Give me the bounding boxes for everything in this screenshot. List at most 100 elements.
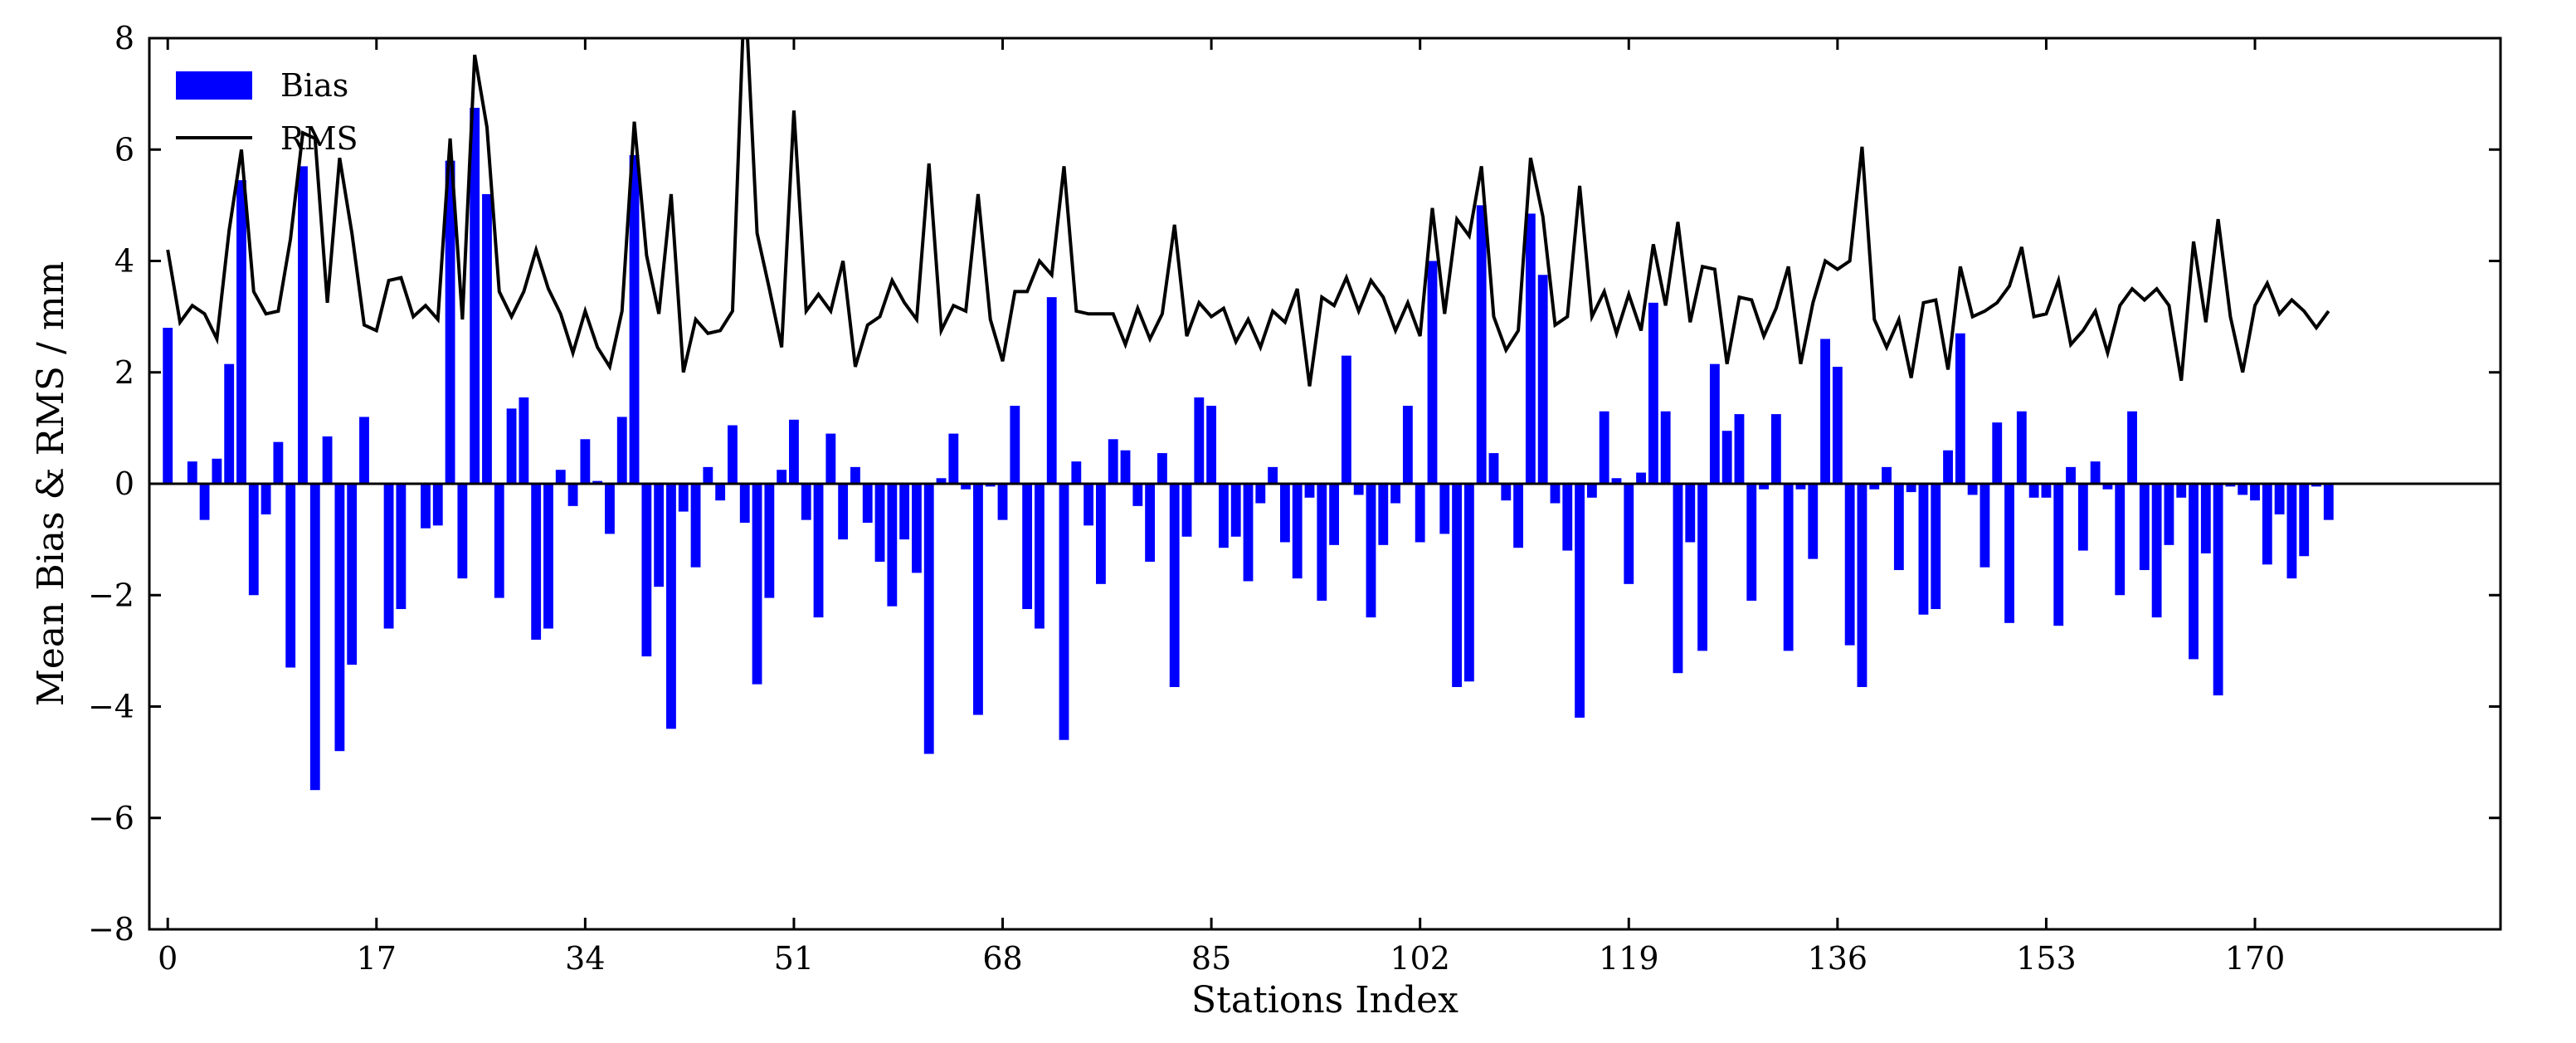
bias-bar [1230,484,1241,537]
bias-bar [801,484,811,520]
bias-bar [1918,484,1929,615]
x-tick-label: 136 [1808,940,1868,977]
bias-bar [1882,466,1892,484]
bias-bar [2041,484,2052,498]
bias-bar [212,458,222,484]
bias-bar [2004,484,2014,623]
bias-bar [322,436,333,484]
bias-bar [1304,484,1315,498]
bias-bar [1243,484,1254,582]
bias-bar [2176,484,2187,498]
rms-line [166,38,2330,387]
bias-bar [592,480,603,484]
bias-bar [2127,411,2137,484]
bias-bar [1575,484,1585,718]
bias-bar [1955,333,1965,484]
bias-bar [248,484,259,596]
x-tick-label: 102 [1390,940,1450,977]
bias-bar [2066,466,2076,484]
bias-bar [298,166,308,484]
bias-bar [850,466,860,484]
x-tick-label: 34 [565,940,605,977]
bias-bar [2090,461,2101,484]
bias-bar [1979,484,1990,568]
bias-bar [985,484,996,487]
bias-bar [261,484,271,514]
bias-bar [1194,397,1205,484]
bias-bar [1329,484,1340,545]
bias-bar [690,484,701,568]
bias-bar [1636,472,1646,484]
bias-bar [838,484,849,540]
bias-bar [2053,484,2064,626]
bias-bar [2213,484,2223,696]
y-tick-label: 8 [114,20,134,56]
bias-bar [739,484,750,523]
bias-bar [703,466,713,484]
bias-bar [715,484,726,501]
bias-bar [641,484,652,657]
bias-bars [163,107,2334,791]
bias-bar [1390,484,1401,504]
bias-bar [1832,367,1843,484]
bias-bar [923,484,934,754]
x-tick-label: 170 [2225,940,2286,977]
bias-bar [457,484,468,579]
x-tick-label: 85 [1191,940,1231,977]
bias-bar [1071,461,1082,484]
bias-bar [1770,414,1781,484]
bias-bar [224,363,235,484]
bias-bar [1943,450,1953,484]
bias-bar [2139,484,2150,571]
bias-bar [347,484,358,665]
legend-bias-label: Bias [280,67,348,104]
bias-bar [629,154,640,484]
bias-bar [285,484,296,668]
bias-bar [605,484,615,534]
bias-bar [1869,484,1880,490]
bias-bar [1059,484,1069,740]
bias-bar [2200,484,2211,553]
bias-bar [543,484,553,629]
bias-bar [1795,484,1806,490]
bias-bar [997,484,1008,520]
bias-bar [519,397,529,484]
bias-bar [1525,213,1536,484]
bias-bar [359,417,369,484]
bias-bar [273,441,284,484]
bias-bar [1046,297,1057,484]
bias-bar [961,484,971,490]
bias-bar [973,484,983,715]
bias-bar [2238,484,2248,495]
axis-ticks [149,37,2501,931]
bias-bar [1893,484,1904,571]
bias-bar [1255,484,1266,504]
bias-bar [1844,484,1855,646]
bias-bar [874,484,885,562]
bias-bar [2189,484,2199,660]
bias-bar [1206,406,1217,484]
bias-bar [199,484,210,520]
y-tick-labels: −8 −6 −4 −2 0 2 4 6 8 [88,20,134,948]
bias-bar [887,484,898,607]
bias-bar [1145,484,1156,562]
bias-bar [1427,261,1438,484]
bias-bar [236,180,246,484]
bias-bar [1317,484,1327,601]
x-tick-label: 68 [982,940,1022,977]
bias-bar [482,193,492,484]
bias-bar [1378,484,1389,545]
bias-bar [1759,484,1769,490]
bias-bar [752,484,762,685]
legend-rms-label: RMS [280,120,358,157]
bias-bar [1169,484,1180,688]
bias-bar [1992,422,2003,484]
bias-bar [506,408,517,484]
bias-bar [666,484,676,729]
bias-bar [1709,363,1720,484]
bias-bar [470,107,480,484]
bias-bar [1808,484,1819,559]
bias-bar [2151,484,2162,618]
bias-bar [2299,484,2310,557]
